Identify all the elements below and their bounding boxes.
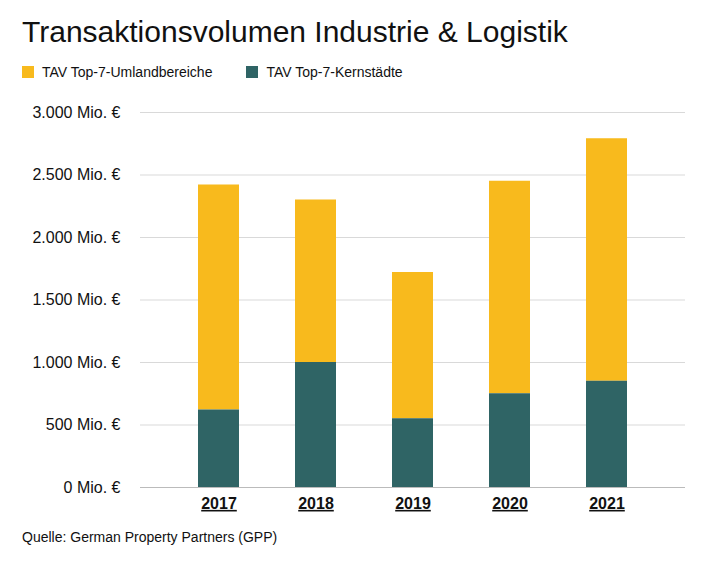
svg-text:2019: 2019: [395, 495, 431, 512]
svg-text:2.000 Mio. €: 2.000 Mio. €: [32, 229, 120, 246]
html-text:Transaktionsvolumen Industrie: Transaktionsvolumen Industrie & Logistik: [22, 15, 568, 48]
svg-text:500 Mio. €: 500 Mio. €: [46, 416, 121, 433]
html-text:TAV Top-7-Kernstädte: TAV Top-7-Kernstädte: [266, 64, 403, 80]
svg-text:1.000 Mio. €: 1.000 Mio. €: [32, 354, 120, 371]
svg-text:3.000 Mio. €: 3.000 Mio. €: [32, 104, 120, 121]
html-text:TAV Top-7-Umlandbereiche: TAV Top-7-Umlandbereiche: [42, 64, 213, 80]
svg-text:2021: 2021: [589, 495, 625, 512]
svg-text:1.500 Mio. €: 1.500 Mio. €: [32, 291, 120, 308]
svg-text:0 Mio. €: 0 Mio. €: [64, 479, 121, 496]
svg-text:2017: 2017: [201, 495, 237, 512]
svg-text:2.500 Mio. €: 2.500 Mio. €: [32, 166, 120, 183]
svg-text:2018: 2018: [298, 495, 334, 512]
svg-text:2020: 2020: [492, 495, 528, 512]
html-text:Quelle: German Property Partne: Quelle: German Property Partners (GPP): [22, 529, 278, 545]
